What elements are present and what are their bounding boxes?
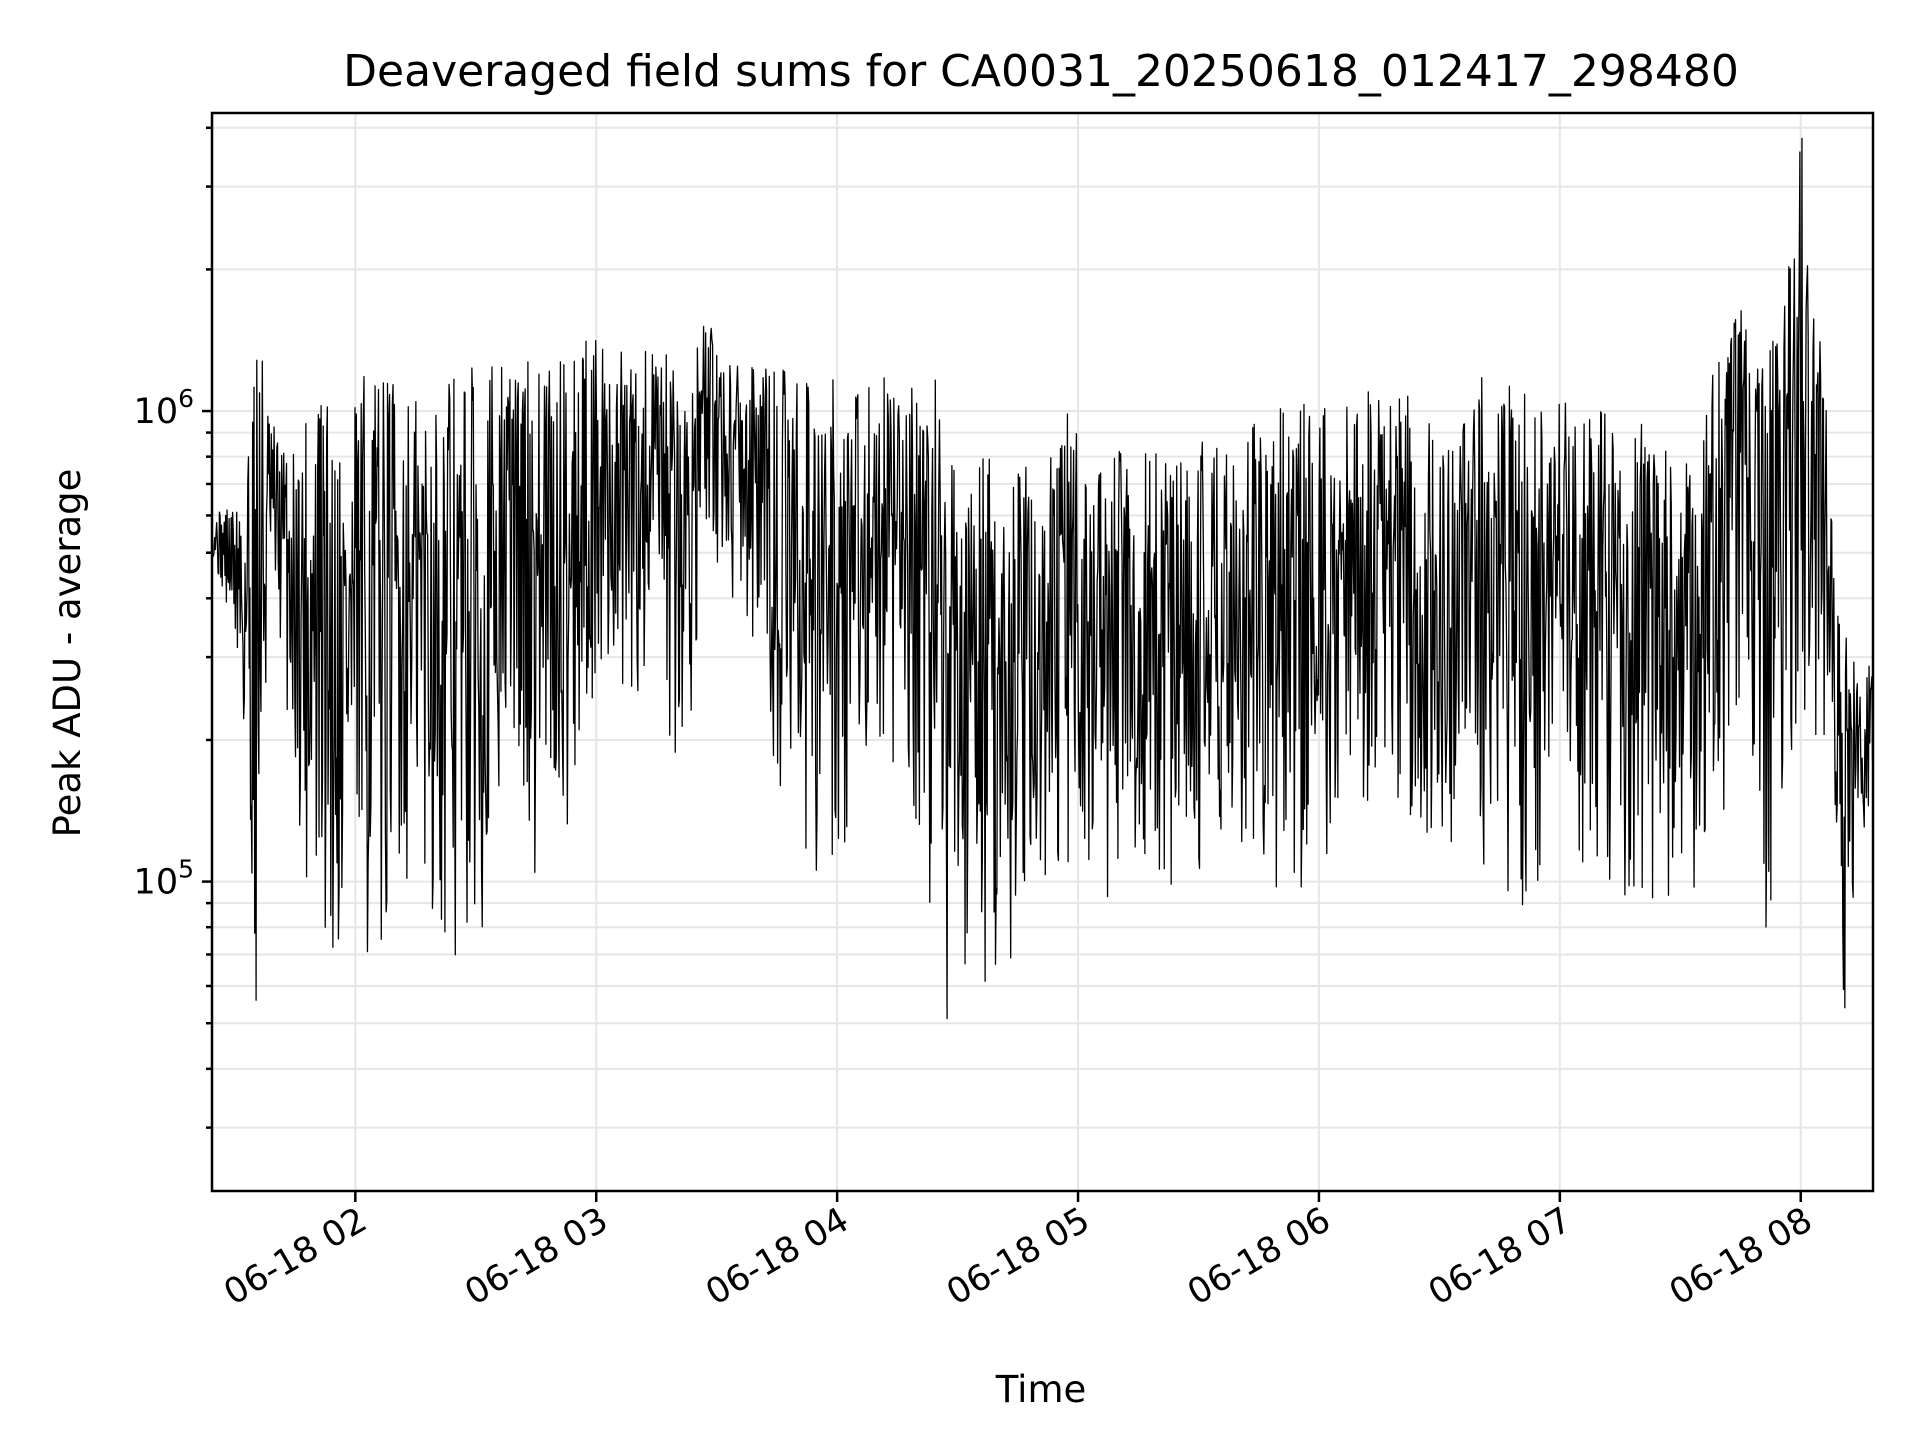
y-tick-label: 106 xyxy=(134,384,194,432)
x-tick-label: 06-18 05 xyxy=(940,1200,1096,1313)
chart-title: Deaveraged field sums for CA0031_2025061… xyxy=(343,46,1739,97)
y-tick-label: 105 xyxy=(134,855,194,903)
series-layer xyxy=(212,137,1874,1020)
x-tick-label: 06-18 02 xyxy=(218,1200,374,1313)
x-tick-label: 06-18 03 xyxy=(458,1200,614,1313)
x-axis-label: Time xyxy=(995,1368,1087,1411)
x-tick-label: 06-18 08 xyxy=(1663,1200,1819,1313)
series-line xyxy=(212,137,1874,1020)
y-axis-label: Peak ADU - average xyxy=(46,469,89,838)
plot-frame xyxy=(210,111,1875,1193)
x-tick-label: 06-18 04 xyxy=(699,1200,855,1313)
x-tick-label: 06-18 07 xyxy=(1422,1200,1578,1313)
x-tick-label: 06-18 06 xyxy=(1181,1200,1337,1313)
